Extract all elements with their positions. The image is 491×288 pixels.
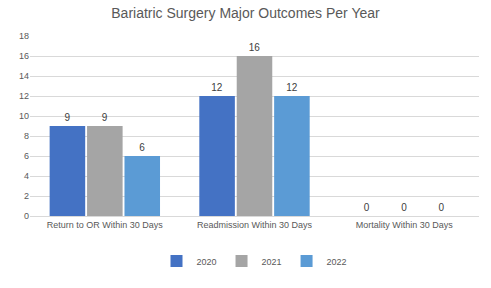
svg-text:Return to OR Within 30 Days: Return to OR Within 30 Days <box>47 220 164 230</box>
svg-text:10: 10 <box>19 111 29 121</box>
svg-text:14: 14 <box>19 71 29 81</box>
svg-text:4: 4 <box>24 171 29 181</box>
svg-text:18: 18 <box>19 31 29 41</box>
svg-text:9: 9 <box>102 112 108 123</box>
svg-text:2: 2 <box>24 191 29 201</box>
svg-text:2022: 2022 <box>327 257 347 267</box>
svg-text:0: 0 <box>439 202 445 213</box>
svg-text:16: 16 <box>19 51 29 61</box>
svg-text:6: 6 <box>24 151 29 161</box>
svg-text:Bariatric Surgery Major Outcom: Bariatric Surgery Major Outcomes Per Yea… <box>111 5 380 21</box>
svg-text:8: 8 <box>24 131 29 141</box>
svg-text:12: 12 <box>286 82 298 93</box>
svg-text:6: 6 <box>139 142 145 153</box>
svg-text:12: 12 <box>19 91 29 101</box>
svg-text:12: 12 <box>211 82 223 93</box>
svg-text:0: 0 <box>24 211 29 221</box>
svg-text:Mortality Within 30 Days: Mortality Within 30 Days <box>356 220 454 230</box>
svg-text:2020: 2020 <box>197 257 217 267</box>
svg-text:Readmission Within 30 Days: Readmission Within 30 Days <box>197 220 313 230</box>
svg-text:0: 0 <box>401 202 407 213</box>
svg-text:9: 9 <box>64 112 70 123</box>
svg-text:2021: 2021 <box>262 257 282 267</box>
svg-text:0: 0 <box>364 202 370 213</box>
svg-text:16: 16 <box>249 42 261 53</box>
